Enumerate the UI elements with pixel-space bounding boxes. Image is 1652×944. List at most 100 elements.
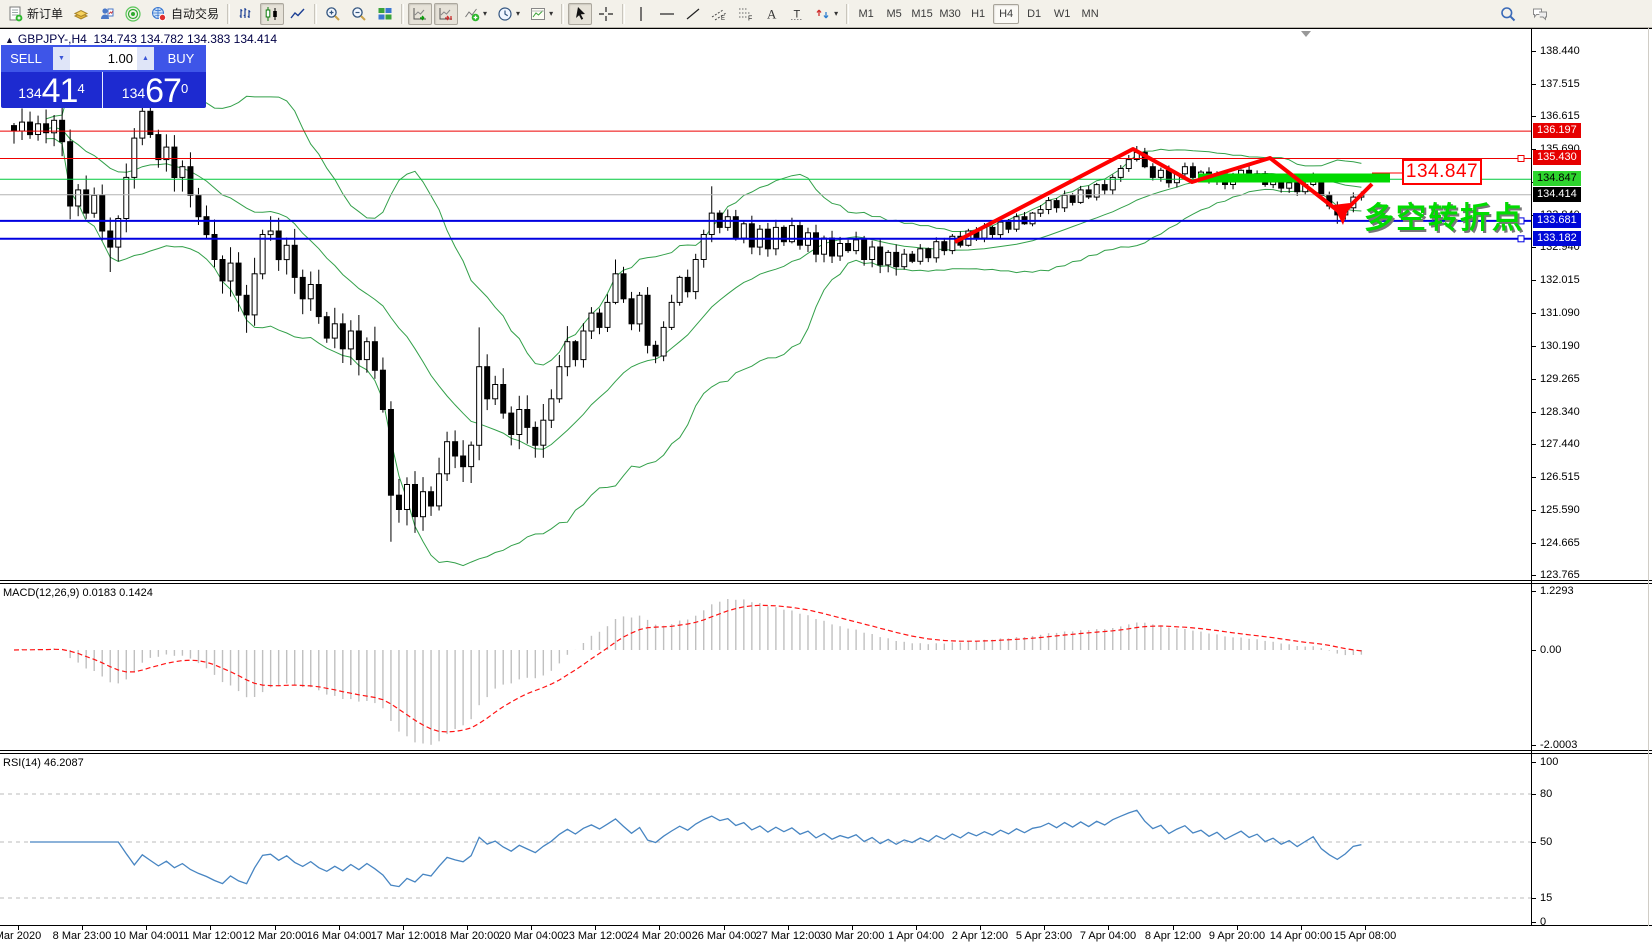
dropdown-caret-icon[interactable]: ▾: [549, 9, 554, 18]
zoom-out-button[interactable]: [347, 3, 371, 25]
toolbar-separator: [401, 3, 405, 24]
axis-tick-label: 0.00: [1540, 644, 1562, 656]
line-handle[interactable]: [1517, 235, 1525, 243]
macd-pane-surface[interactable]: [0, 583, 1531, 750]
pane-separator[interactable]: [0, 583, 1652, 584]
window-expand-marker-icon[interactable]: ▲: [5, 35, 14, 45]
timeframe-h4-button[interactable]: H4: [993, 3, 1020, 24]
axis-tick: [1531, 591, 1536, 592]
axis-tick: [1531, 247, 1536, 248]
zoom-in-button[interactable]: [321, 3, 345, 25]
fibonacci-button[interactable]: F: [733, 3, 757, 25]
axis-tick: [1531, 575, 1536, 576]
timeframe-mn-button[interactable]: MN: [1081, 7, 1099, 20]
texta-icon: A: [767, 6, 777, 21]
dropdown-caret-icon[interactable]: ▾: [483, 9, 488, 18]
chart-shift-marker-icon[interactable]: [1301, 31, 1311, 37]
crosshair-button[interactable]: [594, 3, 618, 25]
timeframe-m15-button[interactable]: M15: [911, 7, 933, 20]
buy-button[interactable]: BUY: [156, 45, 206, 72]
chart-shift-button[interactable]: [434, 2, 459, 25]
chat-button[interactable]: [1528, 3, 1552, 25]
linechart-icon: [290, 8, 305, 18]
time-tick: [1173, 926, 1174, 930]
timeframe-h1-button[interactable]: H1: [971, 7, 986, 20]
navigator-button[interactable]: [121, 3, 145, 25]
price-tag-133.182: 133.182: [1533, 231, 1581, 246]
timeframe-m1-button[interactable]: M1: [858, 7, 874, 20]
time-tick: [724, 926, 725, 930]
time-tick: [1237, 926, 1238, 930]
timeframe-m30-button[interactable]: M30: [939, 7, 961, 20]
price-tag-134.847: 134.847: [1533, 171, 1581, 186]
time-tick: [18, 926, 19, 930]
arrows-button[interactable]: ▾: [811, 3, 842, 25]
svg-text:T: T: [794, 8, 801, 20]
time-tick: [339, 926, 340, 930]
crosshair-icon: [599, 6, 614, 21]
data-window-button[interactable]: [95, 3, 119, 25]
volume-up-button[interactable]: ▲: [137, 47, 154, 70]
vline-button[interactable]: [629, 3, 653, 25]
time-tick: [916, 926, 917, 930]
pane-separator[interactable]: [0, 753, 1652, 754]
tiles-icon: [378, 7, 392, 19]
axis-tick-label: 124.665: [1540, 537, 1580, 549]
axis-tick: [1531, 762, 1536, 763]
toolbar-right-icons: [1492, 3, 1556, 25]
market-watch-button[interactable]: [69, 3, 93, 25]
toolbar-separator: [622, 3, 626, 24]
dropdown-caret-icon[interactable]: ▾: [516, 9, 521, 18]
pane-separator[interactable]: [0, 750, 1652, 751]
one-click-trade-panel: SELL ▼ ▲ BUY 134 41 4 134 67 0: [1, 45, 206, 108]
tile-windows-button[interactable]: [373, 3, 397, 25]
rsi-pane-surface[interactable]: [0, 753, 1531, 925]
periods-button[interactable]: ▾: [493, 3, 524, 25]
time-label: 24 Mar 20:00: [626, 930, 692, 942]
autotrading-button-label: 自动交易: [171, 7, 220, 21]
bar-chart-button[interactable]: [234, 3, 258, 25]
autotrading-button[interactable]: 自动交易: [147, 3, 223, 25]
timeframe-d1-button[interactable]: D1: [1027, 7, 1042, 20]
text-button[interactable]: A: [759, 3, 783, 25]
clock-icon: [498, 6, 512, 21]
toolbar-separator: [227, 3, 231, 24]
label-button[interactable]: T: [785, 3, 809, 25]
timeframe-w1-button[interactable]: W1: [1053, 7, 1071, 20]
sell-button[interactable]: SELL: [1, 45, 51, 72]
chart-window-border: [0, 28, 1652, 29]
hline-button[interactable]: [655, 3, 679, 25]
templates-button[interactable]: ▾: [526, 3, 557, 25]
volume-down-button[interactable]: ▼: [53, 47, 70, 70]
volume-input[interactable]: [70, 47, 137, 70]
sell-price-button[interactable]: 134 41 4: [1, 72, 103, 108]
candle-chart-button[interactable]: [260, 2, 285, 25]
cursor-button[interactable]: [568, 2, 593, 25]
line-chart-button[interactable]: [286, 3, 310, 25]
line-handle[interactable]: [1517, 155, 1525, 162]
sell-price-prefix: 134: [18, 85, 42, 101]
line-handle[interactable]: [1517, 217, 1525, 225]
time-tick: [659, 926, 660, 930]
dropdown-caret-icon[interactable]: ▾: [834, 9, 839, 18]
rsi-line: [30, 809, 1362, 888]
trendline-button[interactable]: [681, 3, 705, 25]
timeframe-m5-button[interactable]: M5: [886, 7, 902, 20]
new-order-button[interactable]: 新订单: [3, 3, 67, 25]
price-callout-label[interactable]: 134.847: [1402, 159, 1482, 185]
turning-point-annotation[interactable]: 多空转折点: [1364, 202, 1524, 235]
pane-separator[interactable]: [0, 580, 1652, 581]
indicators-button[interactable]: ▾: [460, 3, 491, 25]
price-chart-surface[interactable]: [0, 29, 1531, 580]
trend-arrow-line[interactable]: [954, 147, 1344, 244]
search-button[interactable]: [1496, 3, 1520, 25]
toolbar: 新订单 自动交易 ▾ ▾ ▾ E F A T ▾ M1 M5 M15 M30 H1 H4 D1 W1 MN: [0, 0, 1652, 28]
toolbar-separator: [846, 3, 850, 24]
time-label: 14 Apr 00:00: [1269, 930, 1333, 942]
auto-scroll-button[interactable]: [408, 2, 433, 25]
chartshift-icon: [439, 7, 453, 20]
svg-text:E: E: [721, 16, 725, 22]
channel-button[interactable]: E: [707, 3, 731, 25]
buy-price-button[interactable]: 134 67 0: [104, 72, 206, 108]
